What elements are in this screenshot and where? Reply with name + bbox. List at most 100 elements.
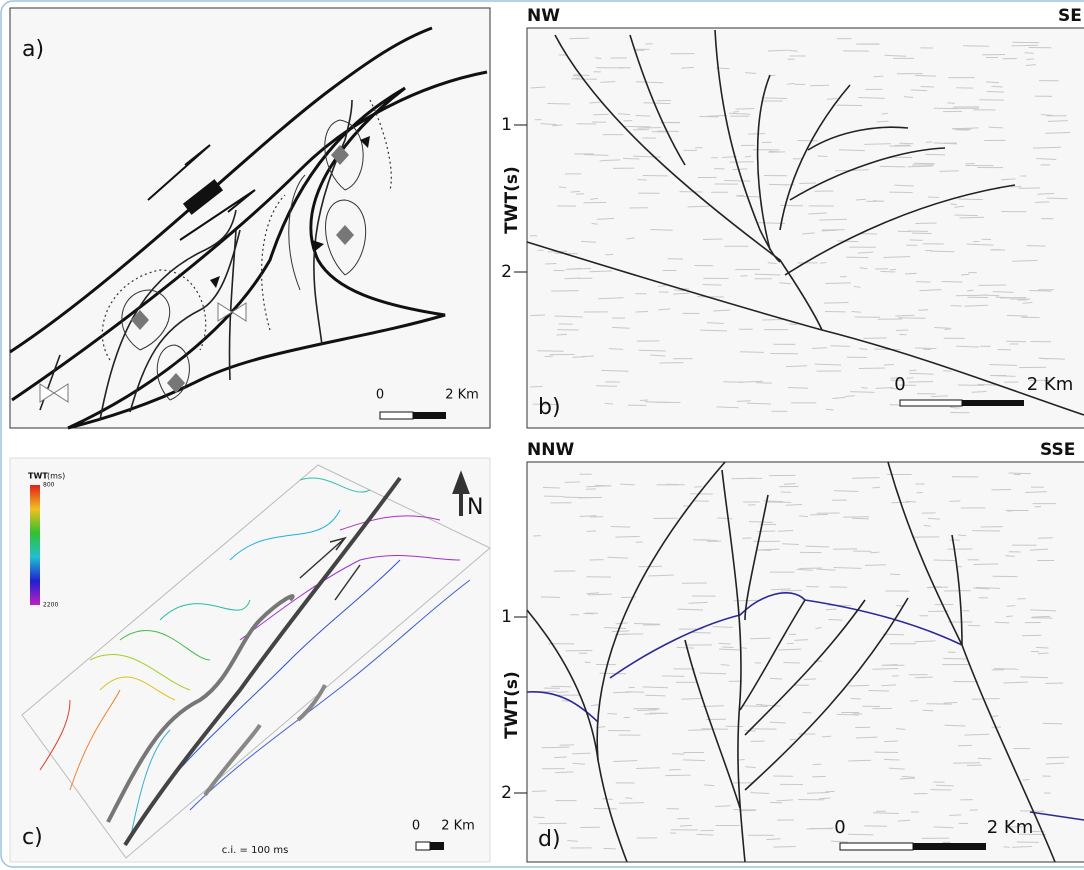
contour — [129, 729, 171, 841]
map-outline — [21, 464, 491, 859]
scale-end: 2 Km — [445, 388, 479, 403]
reflection — [750, 792, 770, 795]
reflection — [679, 824, 693, 827]
reflection — [744, 155, 752, 158]
fault — [779, 84, 851, 231]
reflection — [540, 596, 560, 599]
reflection — [825, 408, 834, 411]
reflection — [991, 715, 999, 718]
reflection — [865, 564, 886, 566]
reflection — [826, 97, 838, 100]
scale-start: 0 — [834, 817, 845, 838]
reflection — [876, 120, 889, 123]
reflection — [858, 96, 885, 99]
reflection — [605, 253, 614, 256]
reflection — [554, 315, 583, 318]
reflection — [868, 689, 889, 692]
reflection — [552, 124, 563, 127]
reflection — [1037, 652, 1049, 655]
thrust-teeth — [210, 136, 370, 288]
reflection — [740, 351, 764, 353]
reflection — [601, 369, 629, 372]
reflection — [904, 96, 914, 98]
reflection — [707, 114, 728, 117]
anticline-symbols — [131, 145, 354, 393]
reflection — [855, 198, 867, 201]
reflection — [889, 387, 897, 390]
reflection — [861, 386, 868, 389]
reflection — [608, 348, 624, 350]
reflection — [850, 698, 861, 700]
reflection — [819, 218, 848, 221]
panel-frame — [526, 27, 1084, 429]
reflection — [884, 54, 907, 57]
reflection — [992, 291, 1014, 293]
reflection — [1046, 756, 1069, 759]
reflection — [786, 365, 808, 368]
reflection — [1008, 472, 1031, 475]
reflection — [736, 400, 751, 402]
reflection — [971, 697, 1000, 700]
reflection — [583, 154, 609, 156]
reflection — [883, 758, 900, 761]
reflection — [1045, 132, 1071, 134]
reflection — [569, 267, 582, 270]
panel-label: c) — [22, 825, 43, 850]
dotted-contour — [369, 99, 392, 191]
reflection — [1036, 646, 1049, 649]
reflection — [889, 573, 901, 576]
fault — [756, 74, 771, 251]
reflection — [570, 190, 580, 193]
reflection — [572, 762, 585, 765]
reflection — [852, 477, 880, 479]
reflection — [1025, 491, 1047, 493]
reflection — [780, 589, 803, 592]
reflection — [883, 740, 899, 743]
reflection — [811, 347, 828, 349]
reflection — [994, 621, 1010, 624]
contour — [156, 344, 190, 401]
fault-trace — [203, 684, 327, 797]
reflection — [613, 760, 638, 762]
fault — [714, 29, 781, 263]
reflection — [1022, 301, 1033, 304]
north-arrow — [452, 470, 470, 516]
reflection — [958, 534, 967, 537]
scale-bar — [899, 399, 963, 407]
reflection — [746, 402, 771, 405]
reflection — [944, 328, 952, 331]
reflection — [1046, 197, 1068, 200]
reflection — [732, 168, 748, 171]
north-label: N — [467, 495, 483, 520]
reflection — [1029, 548, 1049, 551]
reflection — [837, 240, 859, 243]
panel-label: b) — [538, 395, 561, 420]
reflection — [604, 626, 627, 629]
reflection — [642, 686, 669, 689]
reflection — [890, 377, 901, 379]
axis-title: TWT(s) — [502, 671, 522, 739]
legend-title: TWT — [28, 472, 48, 481]
reflection — [869, 551, 880, 554]
shear-arrows — [147, 144, 256, 241]
fault — [596, 461, 726, 761]
reflection — [957, 198, 984, 201]
colorbar — [30, 485, 40, 605]
reflection — [915, 222, 937, 224]
syncline — [217, 302, 247, 322]
reflection — [1006, 314, 1028, 317]
reflection — [769, 677, 783, 680]
reflection — [766, 838, 781, 841]
reflection — [907, 165, 933, 168]
reflection — [707, 322, 724, 324]
reflection — [943, 702, 958, 704]
reflection — [760, 704, 781, 707]
reflection — [658, 308, 671, 311]
reflection — [639, 399, 649, 401]
reflection — [895, 314, 915, 317]
reflection — [1011, 44, 1038, 47]
reflection — [964, 304, 988, 307]
tick-label: 1 — [501, 607, 512, 627]
reflection — [1006, 615, 1013, 618]
